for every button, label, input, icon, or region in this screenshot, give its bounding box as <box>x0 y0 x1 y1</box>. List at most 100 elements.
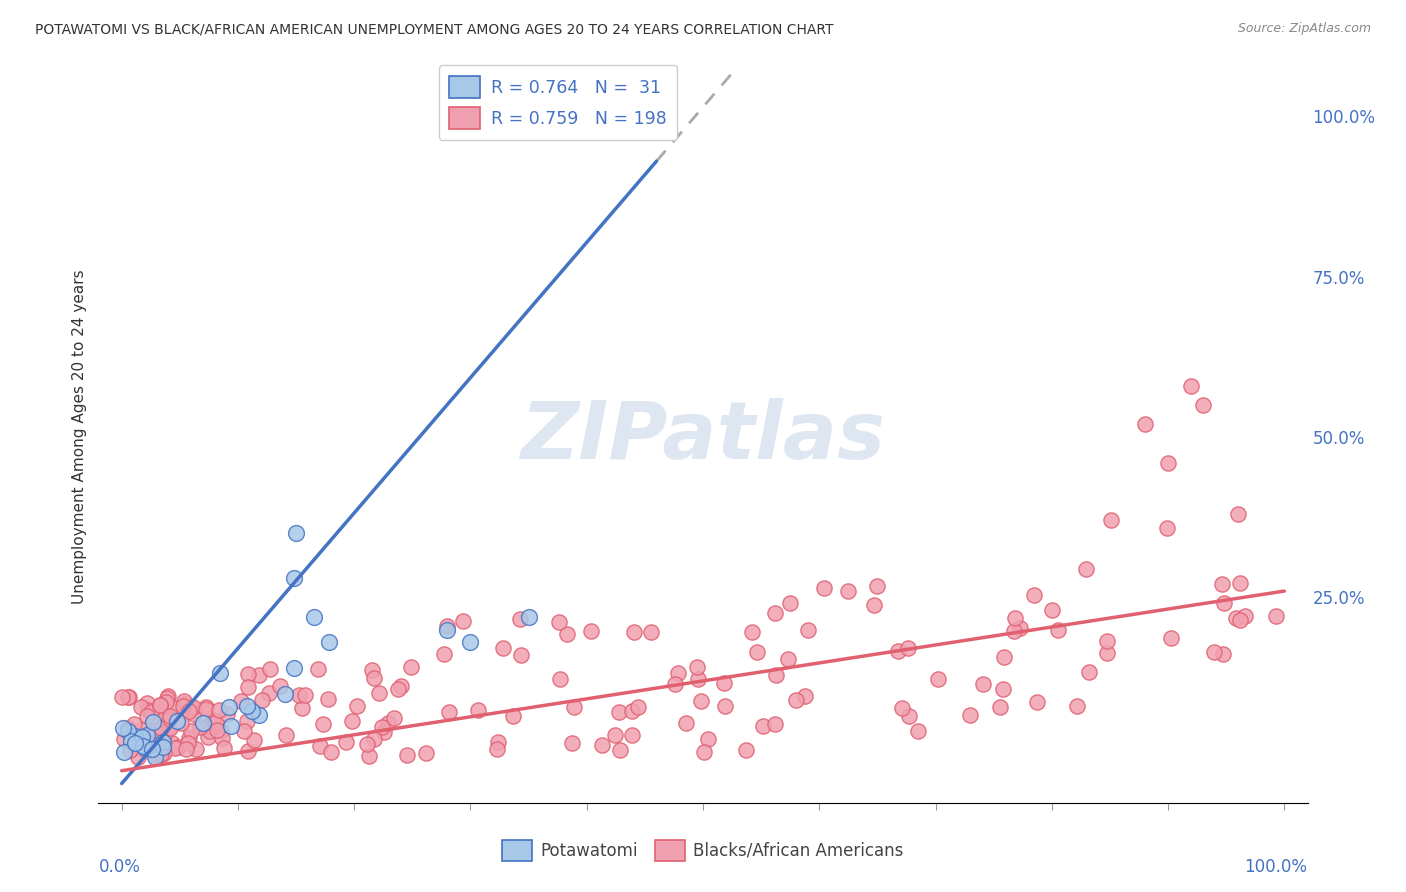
Point <box>124 730 146 744</box>
Point <box>891 701 914 715</box>
Point <box>763 717 786 731</box>
Point <box>173 694 195 708</box>
Point <box>1025 695 1047 709</box>
Point <box>122 717 145 731</box>
Point <box>927 673 949 687</box>
Point <box>257 686 280 700</box>
Point <box>696 731 718 746</box>
Point <box>127 750 149 764</box>
Point <box>1040 603 1063 617</box>
Point <box>467 703 489 717</box>
Point <box>153 707 176 722</box>
Point <box>181 699 204 714</box>
Point <box>664 677 686 691</box>
Point <box>162 701 184 715</box>
Point <box>972 676 994 690</box>
Point <box>371 720 394 734</box>
Point <box>1180 378 1202 392</box>
Point <box>120 734 142 748</box>
Point <box>117 724 139 739</box>
Point <box>176 736 198 750</box>
Point <box>491 641 513 656</box>
Point <box>212 740 235 755</box>
Point <box>152 729 174 743</box>
Point <box>145 748 167 763</box>
Point <box>274 687 297 701</box>
Point <box>1156 521 1178 535</box>
Point <box>1078 665 1101 679</box>
Point <box>198 724 221 739</box>
Point <box>384 711 406 725</box>
Point <box>132 722 155 736</box>
Point <box>603 728 626 742</box>
Point <box>1066 698 1088 713</box>
Point <box>172 698 194 713</box>
Point <box>1226 507 1249 521</box>
Point <box>211 731 233 745</box>
Point <box>797 623 820 637</box>
Point <box>159 712 181 726</box>
Point <box>307 662 329 676</box>
Point <box>779 596 801 610</box>
Point <box>1225 611 1247 625</box>
Point <box>205 715 228 730</box>
Point <box>236 714 259 729</box>
Point <box>460 635 482 649</box>
Point <box>231 693 253 707</box>
Point <box>139 705 162 719</box>
Point <box>219 719 242 733</box>
Point <box>149 698 172 713</box>
Point <box>118 690 141 704</box>
Point <box>387 682 409 697</box>
Point <box>866 578 889 592</box>
Point <box>509 612 531 626</box>
Point <box>312 716 335 731</box>
Point <box>145 733 167 747</box>
Point <box>236 744 259 758</box>
Point <box>129 699 152 714</box>
Point <box>217 707 239 722</box>
Point <box>562 699 585 714</box>
Point <box>117 690 139 705</box>
Point <box>318 692 340 706</box>
Point <box>620 728 643 742</box>
Point <box>166 740 188 755</box>
Point <box>233 724 256 739</box>
Point <box>747 644 769 658</box>
Point <box>1004 611 1026 625</box>
Point <box>136 728 159 742</box>
Point <box>763 606 786 620</box>
Point <box>623 624 645 639</box>
Point <box>752 719 775 733</box>
Point <box>120 742 142 756</box>
Point <box>1192 398 1215 412</box>
Point <box>291 700 314 714</box>
Point <box>1204 645 1226 659</box>
Point <box>252 693 274 707</box>
Point <box>176 742 198 756</box>
Point <box>640 625 662 640</box>
Point <box>188 720 211 734</box>
Point <box>693 745 716 759</box>
Point <box>863 598 886 612</box>
Point <box>180 701 202 715</box>
Point <box>741 624 763 639</box>
Point <box>373 724 395 739</box>
Point <box>591 738 613 752</box>
Point <box>436 623 458 637</box>
Text: Source: ZipAtlas.com: Source: ZipAtlas.com <box>1237 22 1371 36</box>
Point <box>155 695 177 709</box>
Point <box>686 660 709 674</box>
Point <box>399 660 422 674</box>
Point <box>1074 562 1097 576</box>
Point <box>149 698 172 712</box>
Point <box>240 704 263 718</box>
Point <box>131 742 153 756</box>
Point <box>135 697 157 711</box>
Point <box>1213 596 1236 610</box>
Point <box>359 748 381 763</box>
Point <box>236 698 259 713</box>
Point <box>124 736 146 750</box>
Point <box>132 739 155 753</box>
Point <box>1160 631 1182 645</box>
